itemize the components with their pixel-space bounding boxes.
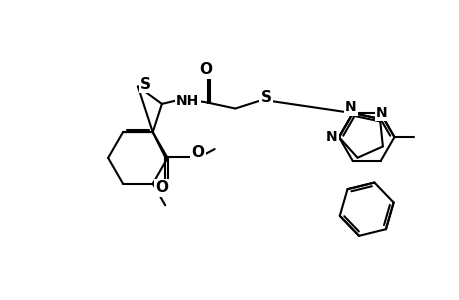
Text: O: O <box>191 145 204 160</box>
Text: NH: NH <box>176 94 199 108</box>
Text: N: N <box>344 100 356 114</box>
Text: S: S <box>260 90 271 105</box>
Text: N: N <box>375 106 387 120</box>
Text: N: N <box>325 130 337 144</box>
Text: O: O <box>155 180 168 195</box>
Text: S: S <box>140 77 151 92</box>
Text: O: O <box>199 62 212 77</box>
